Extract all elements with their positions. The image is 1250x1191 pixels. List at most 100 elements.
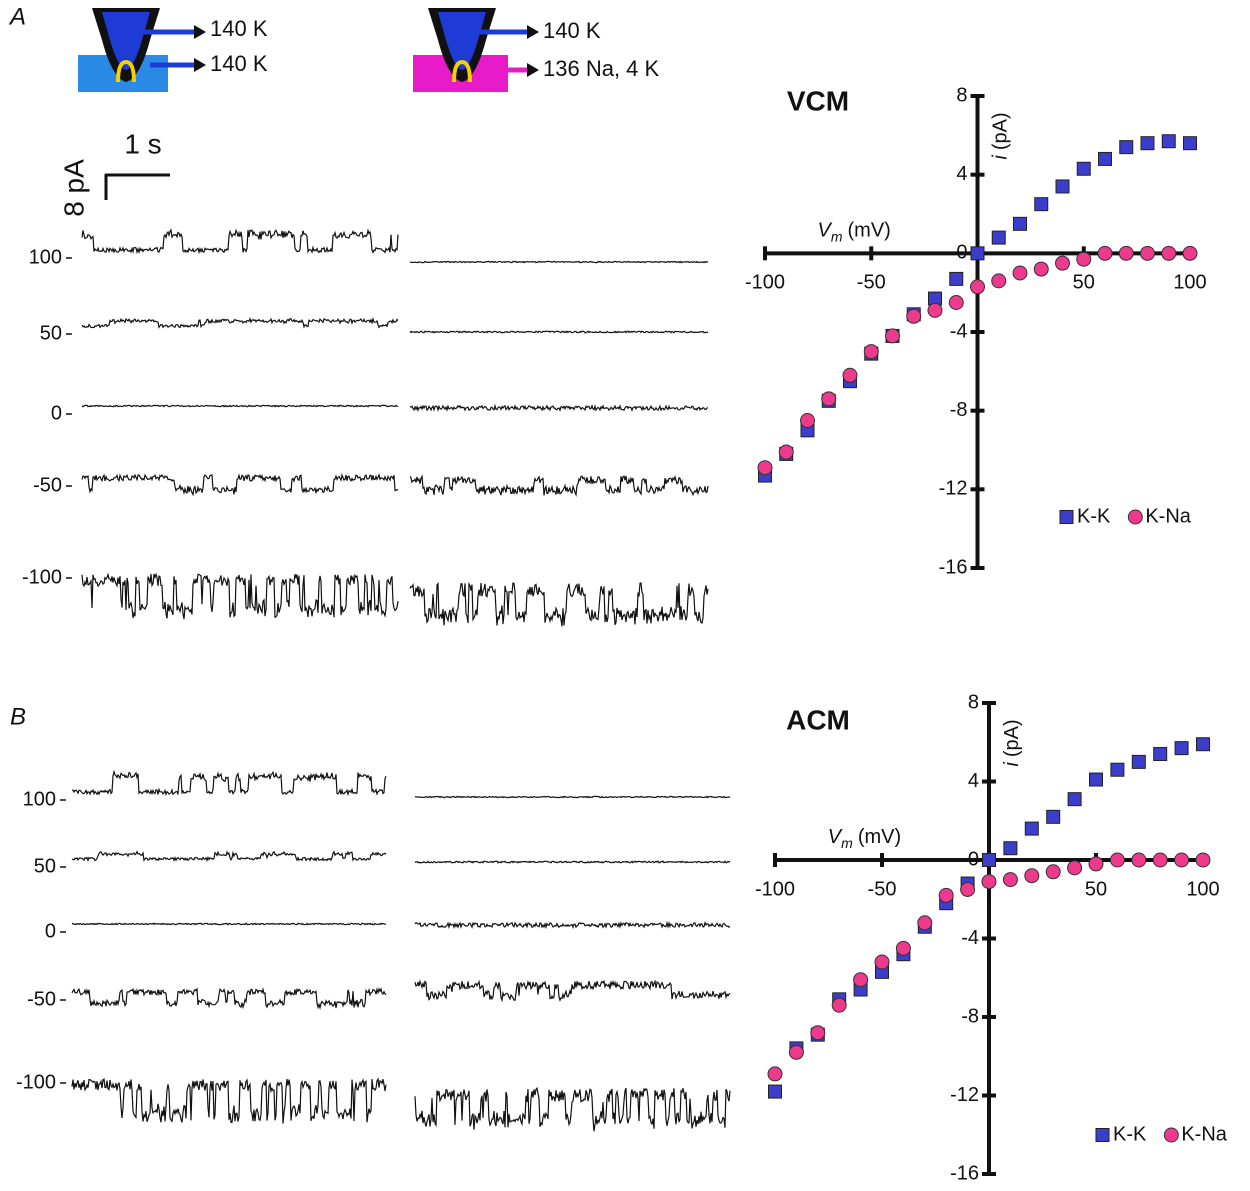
point (1152, 852, 1168, 868)
legend-marker (1095, 1128, 1110, 1142)
current-trace (71, 850, 387, 863)
legend-marker (1127, 509, 1143, 525)
current-trace (409, 581, 709, 627)
pipette-fill (102, 12, 150, 70)
point (1024, 868, 1040, 884)
y-tick-label: -16 (939, 556, 968, 578)
point (1109, 852, 1125, 868)
point (991, 230, 1006, 245)
patch (116, 59, 136, 83)
y-tick-label: 8 (968, 691, 979, 713)
legend-label: K-K (1077, 505, 1111, 527)
point (1098, 151, 1112, 166)
arrow-head (527, 63, 539, 77)
point (1196, 737, 1210, 752)
trace-label: -50 (33, 474, 62, 496)
pipette-fill (438, 12, 486, 70)
panel-letter: B (10, 703, 26, 730)
point (927, 302, 943, 318)
current-trace (409, 330, 709, 334)
schematic-right (413, 8, 539, 92)
y-tick-label: -8 (950, 399, 968, 421)
point (1118, 245, 1134, 261)
point (1174, 852, 1190, 868)
y-axis-label: i (pA) (1001, 719, 1023, 766)
trace-label: 50 (40, 322, 62, 344)
point (778, 444, 794, 460)
point (1067, 860, 1083, 876)
point (1161, 134, 1176, 149)
current-trace (71, 922, 387, 926)
x-tick-label: -100 (745, 272, 785, 294)
point (1067, 792, 1082, 807)
point (1003, 841, 1018, 856)
point (960, 881, 976, 897)
point (970, 279, 985, 295)
y-tick-label: -12 (950, 1084, 979, 1106)
point (842, 367, 858, 383)
y-axis-label: i (pA) (990, 112, 1012, 159)
current-trace (71, 987, 387, 1010)
point (1161, 245, 1177, 261)
y-tick-label: -16 (950, 1162, 979, 1184)
schematic-label: 140 K (543, 18, 601, 43)
schematic-left (78, 8, 206, 92)
chart-title: ACM (786, 704, 850, 735)
current-trace (409, 474, 709, 498)
point (1024, 821, 1039, 836)
trace-label: -50 (27, 988, 56, 1010)
point (1076, 161, 1091, 176)
point (1119, 140, 1134, 155)
point (863, 344, 879, 360)
y-tick-label: 0 (968, 848, 979, 870)
arrow-head (194, 58, 206, 72)
scale-time-label: 1 s (124, 128, 161, 159)
point (1131, 852, 1147, 868)
x-label-main: V (818, 220, 833, 242)
legend-label: K-Na (1145, 505, 1191, 527)
trace-label: -100 (16, 1071, 56, 1093)
current-trace (81, 316, 399, 329)
current-trace (409, 260, 709, 264)
y-tick-label: 4 (956, 163, 967, 185)
current-trace (414, 1086, 731, 1132)
trace-label: 100 (29, 246, 62, 268)
point (1153, 747, 1168, 762)
x-tick-label: -50 (868, 878, 897, 900)
legend-label: K-K (1113, 1123, 1147, 1145)
point (948, 295, 964, 310)
point (1183, 136, 1197, 151)
current-trace (81, 228, 399, 255)
arrow-head (527, 25, 539, 39)
point (970, 246, 985, 261)
x-tick-label: -100 (755, 878, 795, 900)
point (981, 874, 997, 890)
current-trace (414, 795, 731, 799)
y-tick-label: -4 (961, 927, 979, 949)
point (810, 1025, 826, 1041)
point (1140, 136, 1155, 151)
x-tick-label: -50 (857, 272, 886, 294)
current-trace (414, 860, 731, 864)
point (1110, 762, 1125, 777)
point (1055, 179, 1070, 194)
y-label-main: i (1001, 762, 1023, 767)
point (831, 997, 847, 1013)
point (1174, 741, 1189, 756)
x-label-sub: m (841, 835, 853, 851)
y-tick-label: 8 (956, 84, 967, 106)
y-tick-label: 0 (956, 242, 967, 264)
schematic-label: 140 K (210, 16, 268, 41)
y-tick-label: -8 (961, 1005, 979, 1027)
point (768, 1084, 782, 1099)
y-label-unit: (pA) (990, 112, 1012, 150)
current-trace (414, 920, 731, 930)
point (1182, 245, 1198, 261)
current-trace (71, 769, 387, 797)
schematic-label: 140 K (210, 51, 268, 76)
point (1034, 197, 1049, 212)
point (821, 391, 837, 407)
panel-letter: A (8, 3, 26, 30)
point (982, 853, 996, 867)
